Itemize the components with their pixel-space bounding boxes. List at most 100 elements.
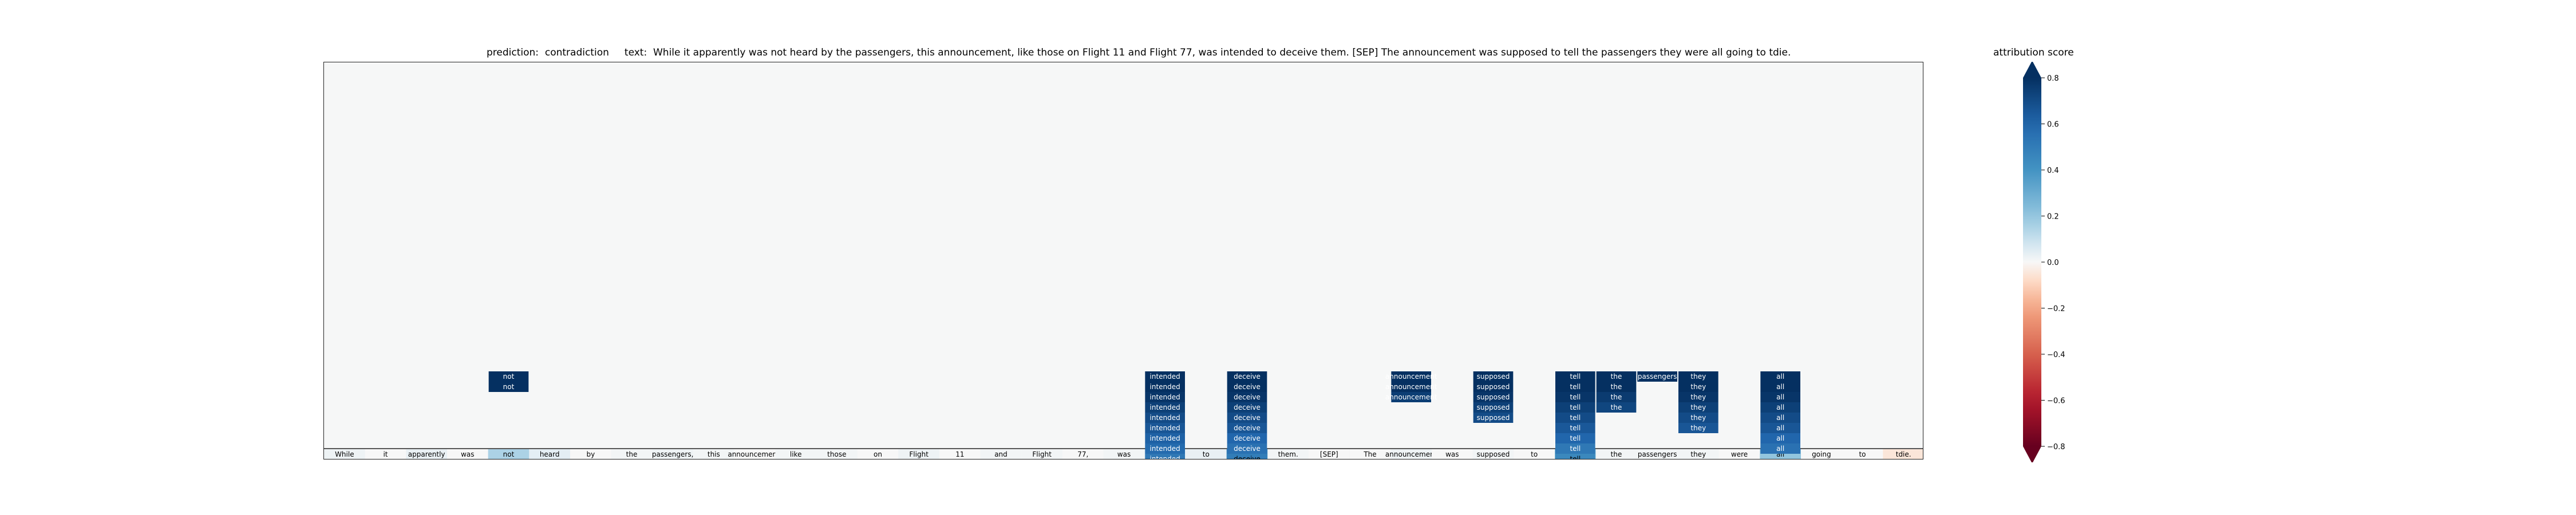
attribution-cell [1760, 443, 1800, 454]
attribution-cell [1596, 382, 1637, 392]
attribution-cell-label: they [1690, 424, 1706, 432]
token-score-cell [1021, 449, 1062, 459]
token-label: 77, [1077, 450, 1088, 458]
attribution-cell-label: deceive [1234, 373, 1261, 381]
attribution-cell-label: deceive [1234, 424, 1261, 432]
attribution-cell [1678, 402, 1718, 413]
token-score-cell [1472, 449, 1514, 459]
attribution-cell-label: tell [1570, 434, 1581, 442]
attribution-cell [1145, 423, 1185, 433]
attribution-cell-label: supposed [1477, 393, 1510, 401]
attribution-cell-label: deceive [1234, 393, 1261, 401]
token-score-cell [1390, 449, 1432, 459]
attribution-cell-label: tell [1570, 414, 1581, 422]
attribution-cell [1145, 443, 1185, 454]
token-score-cell [1103, 449, 1145, 459]
colorbar-extend-max [2023, 62, 2041, 78]
chart-title: prediction: contradiction text: While it… [487, 47, 1791, 58]
attribution-cell [488, 382, 529, 392]
token-label: 11 [955, 450, 964, 458]
token-score-cell [1267, 449, 1309, 459]
attribution-cell-label: intended [1150, 455, 1180, 459]
attribution-cell [1145, 371, 1185, 382]
colorbar-gradient [2023, 78, 2041, 446]
attribution-cell-label: tell [1570, 383, 1581, 391]
attribution-cell-label: supposed [1477, 373, 1510, 381]
token-score-cell [939, 449, 981, 459]
attribution-cell [1555, 433, 1595, 443]
token-label: tdie. [1896, 450, 1911, 458]
attribution-cell-label: all [1776, 424, 1784, 432]
token-score-cell [1062, 449, 1104, 459]
attribution-cell-label: intended [1150, 373, 1180, 381]
attribution-cell-label: all [1776, 393, 1784, 401]
attribution-cell-label: intended [1150, 414, 1180, 422]
token-score-cell [1595, 449, 1637, 459]
attribution-cell [1227, 433, 1267, 443]
attribution-cell [1473, 382, 1514, 392]
attribution-cell-label: tell [1570, 403, 1581, 411]
attribution-cell-label: all [1776, 434, 1784, 442]
attribution-cell-label: not [503, 383, 515, 391]
attribution-cell [1145, 454, 1185, 459]
token-label: to [1203, 450, 1210, 458]
attribution-cell [1473, 371, 1514, 382]
attribution-cell-label: the [1611, 393, 1622, 401]
attribution-cell [1473, 413, 1514, 423]
token-score-cell [406, 449, 447, 459]
attribution-cell-label: deceive [1234, 414, 1261, 422]
attribution-cell-label: they [1690, 383, 1706, 391]
token-score-cell [324, 449, 365, 459]
token-score-cell [652, 449, 693, 459]
token-score-cell [1349, 449, 1391, 459]
token-label: and [994, 450, 1008, 458]
attribution-cell-label: announcement [1385, 383, 1437, 391]
attribution-cell [1473, 402, 1514, 413]
token-label: passengers [1638, 450, 1677, 458]
token-label: those [827, 450, 846, 458]
token-score-cell [734, 449, 776, 459]
prediction-value: contradiction [544, 47, 609, 58]
attribution-cell [1145, 402, 1185, 413]
colorbar-tick-label: 0.0 [2047, 259, 2059, 267]
colorbar-tick-label: 0.6 [2047, 121, 2059, 129]
token-score-cell [1883, 449, 1923, 459]
attribution-cell [1473, 392, 1514, 402]
attribution-cell [1760, 433, 1800, 443]
attribution-cell-label: all [1776, 383, 1784, 391]
attribution-cell-label: tell [1570, 424, 1581, 432]
attribution-cell-label: they [1690, 403, 1706, 411]
colorbar-tick-label: −0.6 [2047, 397, 2065, 406]
attribution-cell-label: announcement [1385, 373, 1437, 381]
attribution-cell-label: intended [1150, 434, 1180, 442]
token-score-cell [1801, 449, 1842, 459]
attribution-cell [1227, 392, 1267, 402]
attribution-cell-label: tell [1570, 445, 1581, 453]
token-label: not [503, 450, 515, 458]
attribution-cell-label: intended [1150, 445, 1180, 453]
token-label: heard [540, 450, 560, 458]
token-score-cell [1718, 449, 1760, 459]
colorbar-tick-label: −0.8 [2047, 443, 2065, 451]
token-score-cell [529, 449, 570, 459]
attribution-cell-label: all [1776, 445, 1784, 453]
attribution-cell-label: the [1611, 403, 1622, 411]
token-label: going [1812, 450, 1831, 458]
token-score-cell [693, 449, 734, 459]
colorbar-tick-label: −0.2 [2047, 305, 2065, 314]
input-text: While it apparently was not heard by the… [653, 47, 1791, 58]
token-label: was [1117, 450, 1131, 458]
token-label: Flight [909, 450, 929, 458]
attribution-cell [1555, 423, 1595, 433]
token-label: the [1611, 450, 1622, 458]
attribution-cell-label: intended [1150, 383, 1180, 391]
attribution-cell [1678, 371, 1718, 382]
token-label: to [1531, 450, 1538, 458]
attribution-cell-label: they [1690, 393, 1706, 401]
token-score-cell [1678, 449, 1719, 459]
token-label: to [1859, 450, 1866, 458]
attribution-cell-label: tell [1570, 373, 1581, 381]
heatmap-plot-area: While it apparently was not heard by the passeng… [323, 62, 1923, 459]
attribution-cell-label: supposed [1477, 383, 1510, 391]
attribution-cell [1678, 392, 1718, 402]
